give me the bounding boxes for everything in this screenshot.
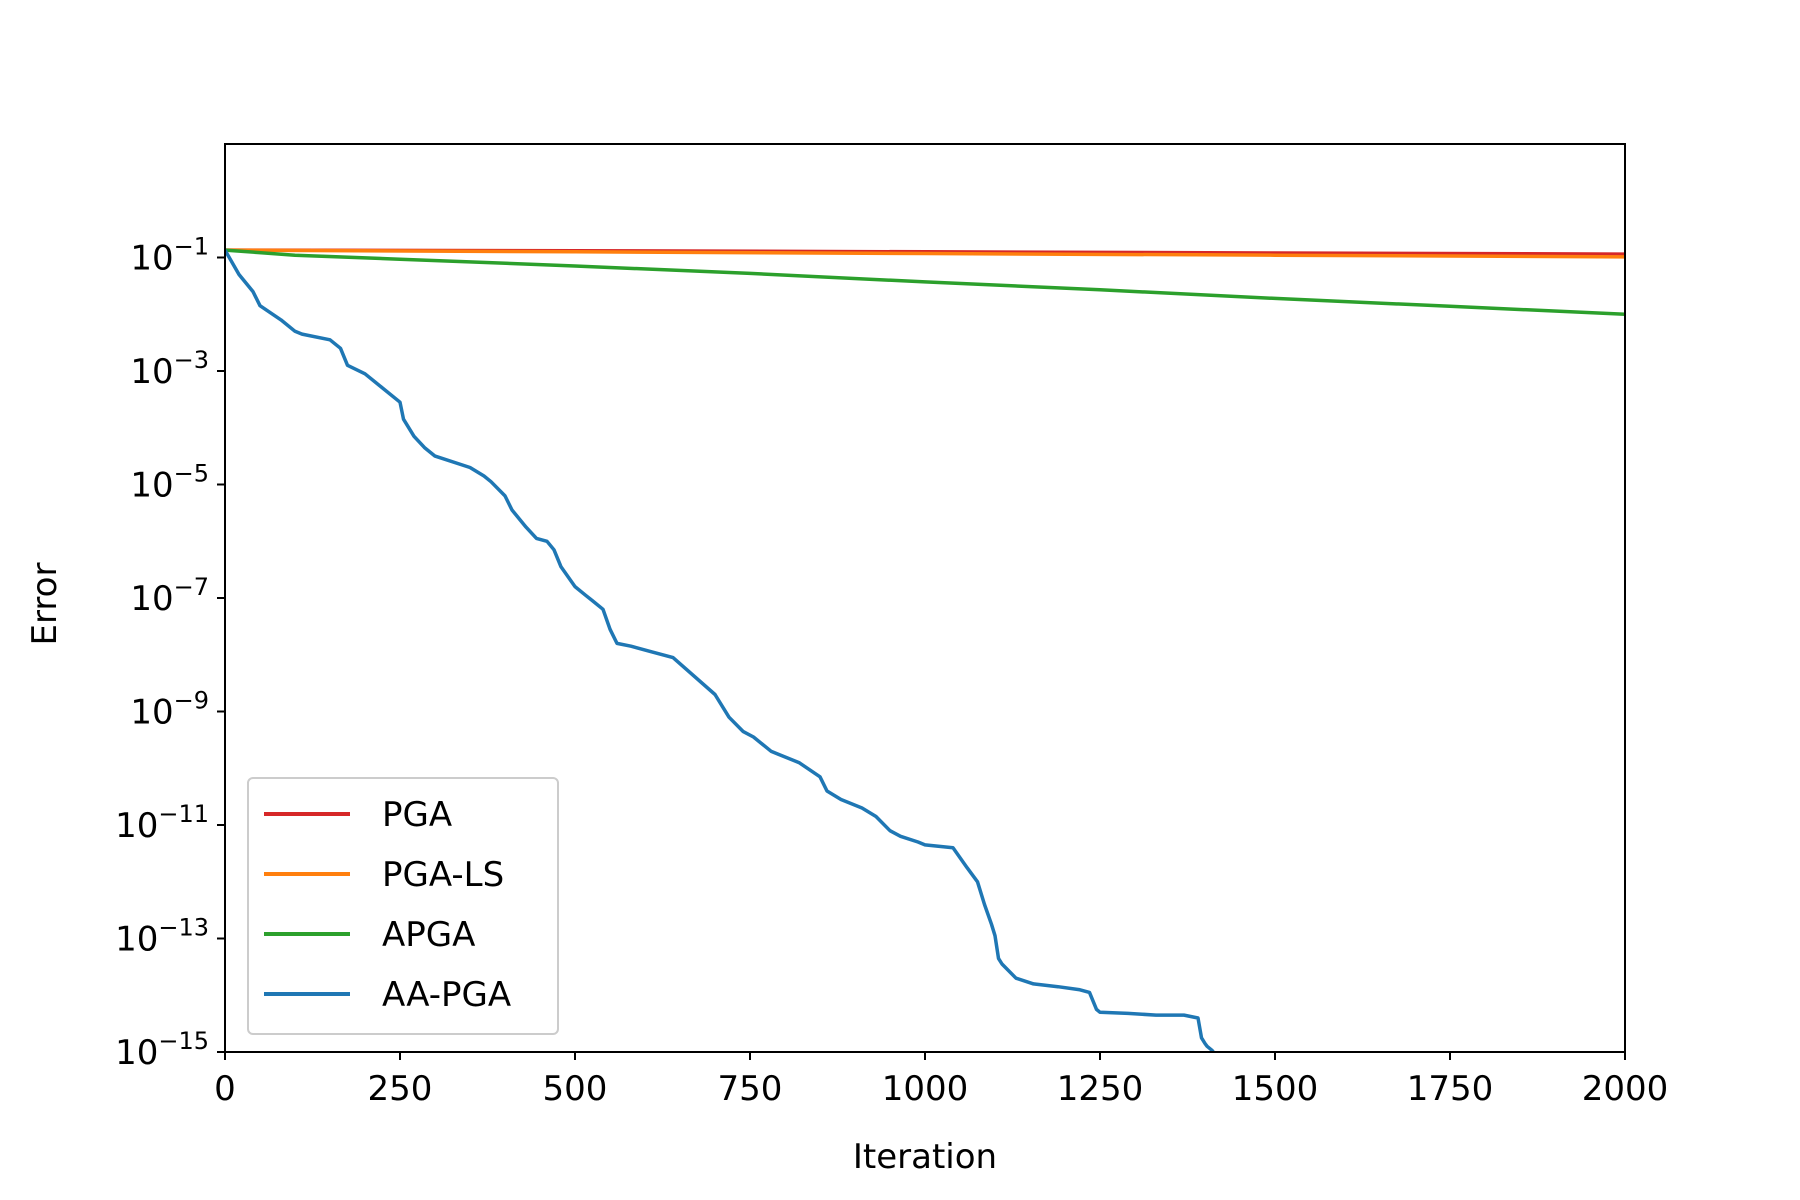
y-tick-label: 10−1	[130, 233, 209, 279]
legend: PGA PGA-LS APGA AA-PGA	[247, 777, 559, 1035]
y-tick-label: 10−7	[130, 573, 209, 619]
y-axis-label: Error	[25, 563, 65, 646]
y-tick-label: 10−11	[115, 800, 209, 846]
x-tick-label: 500	[543, 1069, 608, 1109]
legend-label-pga: PGA	[382, 795, 452, 835]
x-tick-label: 1250	[1057, 1069, 1144, 1109]
legend-label-aa-pga: AA-PGA	[382, 975, 511, 1015]
x-tick-label: 1750	[1407, 1069, 1494, 1109]
y-tick-label: 10−15	[115, 1027, 209, 1073]
x-axis-label: Iteration	[853, 1137, 997, 1177]
y-tick-label: 10−5	[130, 460, 209, 506]
y-axis: 10−1 10−3 10−5 10−7 10−9 10−11 10−13 10−15	[115, 233, 225, 1073]
x-axis: 0 250 500 750 1000 1250 1500 1750 2000	[214, 1052, 1668, 1109]
x-tick-label: 2000	[1582, 1069, 1669, 1109]
x-tick-label: 250	[368, 1069, 433, 1109]
legend-label-pga-ls: PGA-LS	[382, 855, 504, 895]
x-tick-label: 0	[214, 1069, 236, 1109]
series-line-apga	[225, 248, 1625, 317]
series-line-aa-pga	[225, 249, 1216, 1052]
y-tick-label: 10−13	[115, 914, 209, 960]
legend-label-apga: APGA	[382, 915, 475, 955]
series-line-pga-ls	[225, 248, 1625, 259]
legend-frame	[247, 777, 559, 1035]
series-layer	[225, 248, 1625, 1052]
x-tick-label: 1000	[882, 1069, 969, 1109]
y-tick-label: 10−9	[130, 687, 209, 733]
x-tick-label: 1500	[1232, 1069, 1319, 1109]
x-tick-label: 750	[718, 1069, 783, 1109]
y-tick-label: 10−3	[130, 346, 209, 392]
